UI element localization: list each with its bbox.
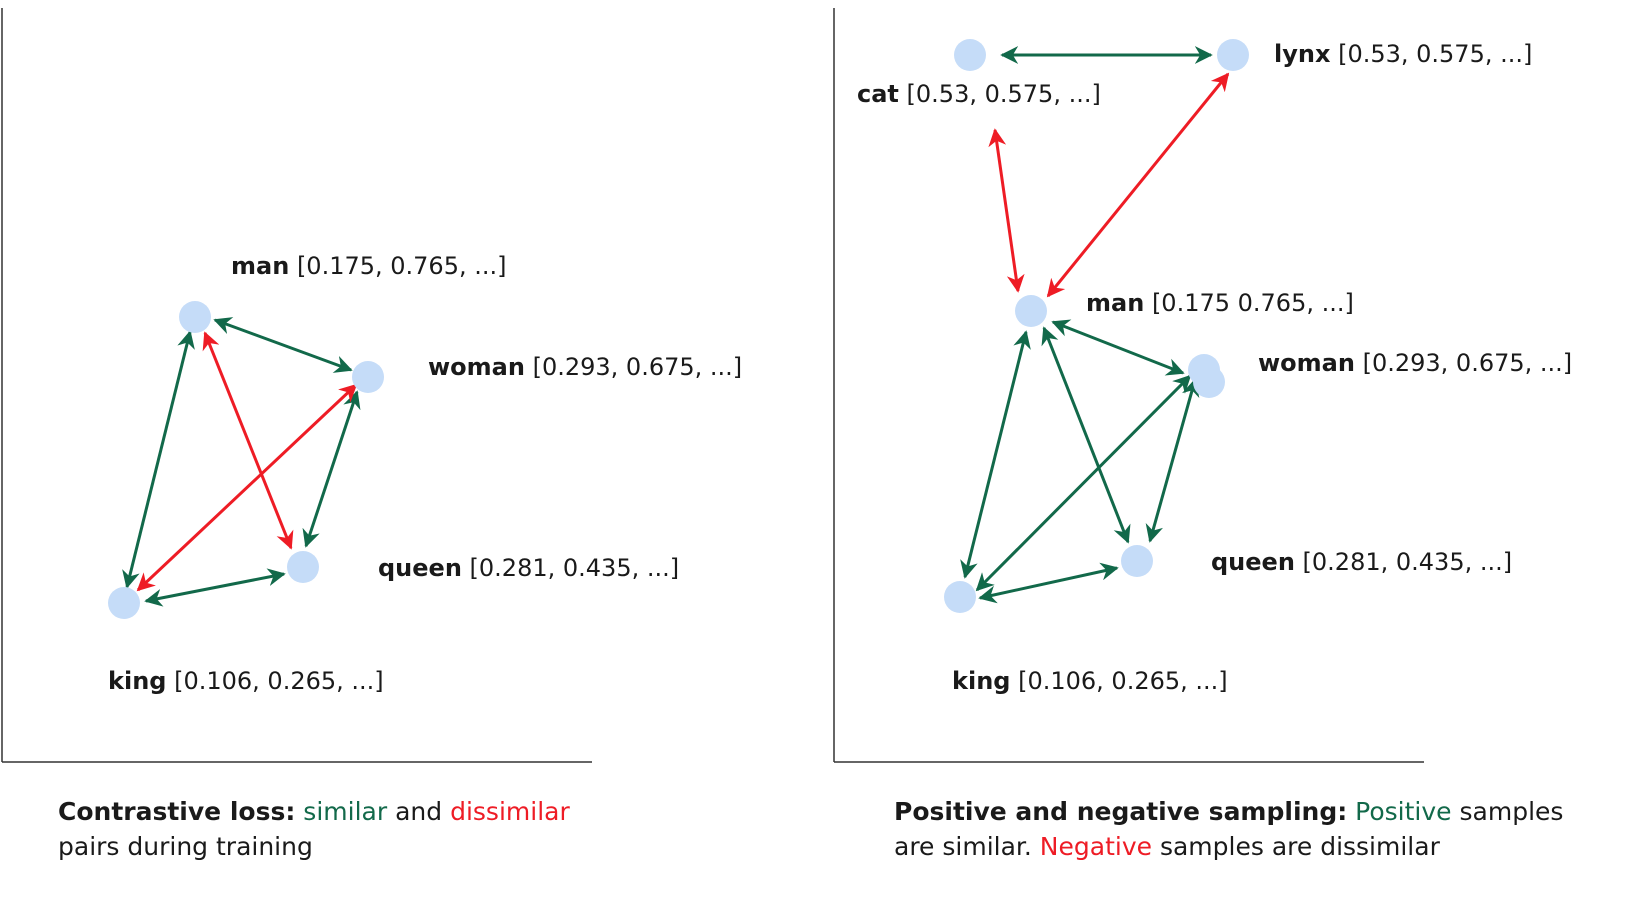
node-cat — [954, 39, 986, 71]
label-man: man [0.175, 0.765, ...] — [231, 252, 506, 280]
node-man — [179, 301, 211, 333]
right-panel: cat [0.53, 0.575, ...] lynx [0.53, 0.575… — [833, 8, 1572, 763]
caption-line2-rest: samples are dissimilar — [1159, 832, 1440, 861]
caption-negative: Negative — [1039, 832, 1152, 861]
arrow-similar-king-queen — [144, 568, 286, 607]
arrow-similar-man-woman — [213, 317, 353, 373]
caption-contrastive-loss: Contrastive loss: similar and dissimilar… — [58, 794, 570, 864]
caption-similar: similar — [303, 797, 388, 826]
caption-left-line-2: pairs during training — [58, 832, 313, 861]
label-man: man [0.175 0.765, ...] — [1086, 289, 1354, 317]
label-lynx: lynx [0.53, 0.575, ...] — [1274, 40, 1532, 68]
arrow-positive-man-woman — [1051, 319, 1185, 376]
arrow-negative-cat-man — [988, 128, 1025, 293]
caption-lead: Positive and negative sampling: — [894, 797, 1348, 826]
arrow-positive-king-queen — [978, 562, 1119, 604]
label-woman: woman [0.293, 0.675, ...] — [1258, 349, 1572, 377]
left-panel: man [0.175, 0.765, ...] woman [0.293, 0.… — [1, 8, 742, 763]
label-woman: woman [0.293, 0.675, ...] — [428, 353, 742, 381]
arrow-negative-lynx-man — [1046, 72, 1230, 298]
node-queen — [1121, 545, 1153, 577]
node-queen — [287, 551, 319, 583]
caption-right-line-1: Positive and negative sampling: Positive… — [894, 794, 1563, 829]
caption-dissimilar: dissimilar — [450, 797, 570, 826]
caption-positive: Positive — [1355, 797, 1452, 826]
arrow-similar-woman-queen — [302, 390, 361, 548]
caption-line1-rest: samples — [1459, 797, 1564, 826]
node-lynx — [1217, 39, 1249, 71]
label-queen: queen [0.281, 0.435, ...] — [378, 554, 679, 582]
caption-lead: Contrastive loss: — [58, 797, 296, 826]
label-king: king [0.106, 0.265, ...] — [108, 667, 384, 695]
label-queen: queen [0.281, 0.435, ...] — [1211, 548, 1512, 576]
node-woman — [1193, 366, 1225, 398]
caption-and: and — [395, 797, 443, 826]
node-king — [944, 581, 976, 613]
caption-sampling: Positive and negative sampling: Positive… — [894, 794, 1563, 864]
caption-left-line-1: Contrastive loss: similar and dissimilar — [58, 794, 570, 829]
node-man — [1015, 295, 1047, 327]
arrow-positive-woman-queen — [1145, 378, 1200, 543]
arrow-dissimilar-woman-king — [136, 383, 358, 592]
label-king: king [0.106, 0.265, ...] — [952, 667, 1228, 695]
node-woman — [352, 361, 384, 393]
arrow-positive-woman-king — [975, 374, 1192, 592]
arrow-positive-man-king — [960, 330, 1031, 579]
caption-line2-start: are similar. — [894, 832, 1032, 861]
node-king — [108, 587, 140, 619]
caption-right-line-2: are similar. Negative samples are dissim… — [894, 829, 1563, 864]
label-cat: cat [0.53, 0.575, ...] — [857, 80, 1101, 108]
